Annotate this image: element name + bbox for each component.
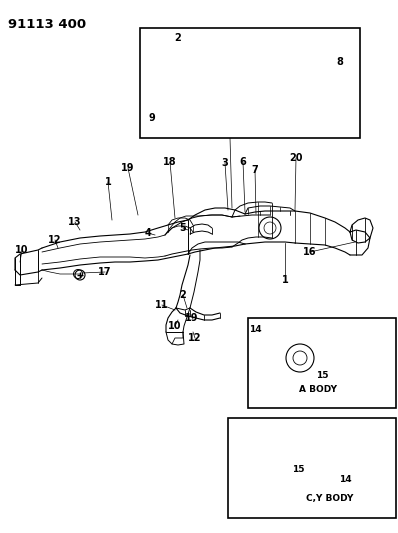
Text: 17: 17	[98, 267, 112, 277]
Text: 19: 19	[185, 313, 199, 323]
Text: 15: 15	[316, 370, 328, 379]
Text: 20: 20	[289, 153, 303, 163]
Text: 11: 11	[155, 300, 169, 310]
Text: 4: 4	[144, 228, 151, 238]
Text: 5: 5	[179, 223, 186, 233]
Text: 1: 1	[105, 177, 111, 187]
Text: 16: 16	[303, 247, 317, 257]
Bar	[228, 418, 396, 518]
Text: 91113 400: 91113 400	[8, 18, 86, 31]
Text: 12: 12	[188, 333, 202, 343]
Text: 10: 10	[15, 245, 29, 255]
Text: 7: 7	[252, 165, 258, 175]
Text: 18: 18	[163, 157, 177, 167]
Text: 6: 6	[240, 157, 246, 167]
Text: 13: 13	[68, 217, 82, 227]
Text: 14: 14	[339, 475, 351, 484]
Text: 3: 3	[222, 158, 228, 168]
Text: 1: 1	[282, 275, 289, 285]
Text: C,Y BODY: C,Y BODY	[306, 494, 354, 503]
Text: 19: 19	[121, 163, 135, 173]
Text: 2: 2	[175, 33, 181, 43]
Text: 8: 8	[337, 57, 343, 67]
Text: 9: 9	[148, 113, 155, 123]
Text: 10: 10	[168, 321, 182, 331]
Text: 12: 12	[48, 235, 62, 245]
Bar	[140, 28, 360, 138]
Bar	[248, 318, 396, 408]
Text: 14: 14	[249, 326, 261, 335]
Text: 2: 2	[179, 290, 186, 300]
Text: 15: 15	[292, 465, 304, 474]
Text: A BODY: A BODY	[299, 385, 337, 394]
